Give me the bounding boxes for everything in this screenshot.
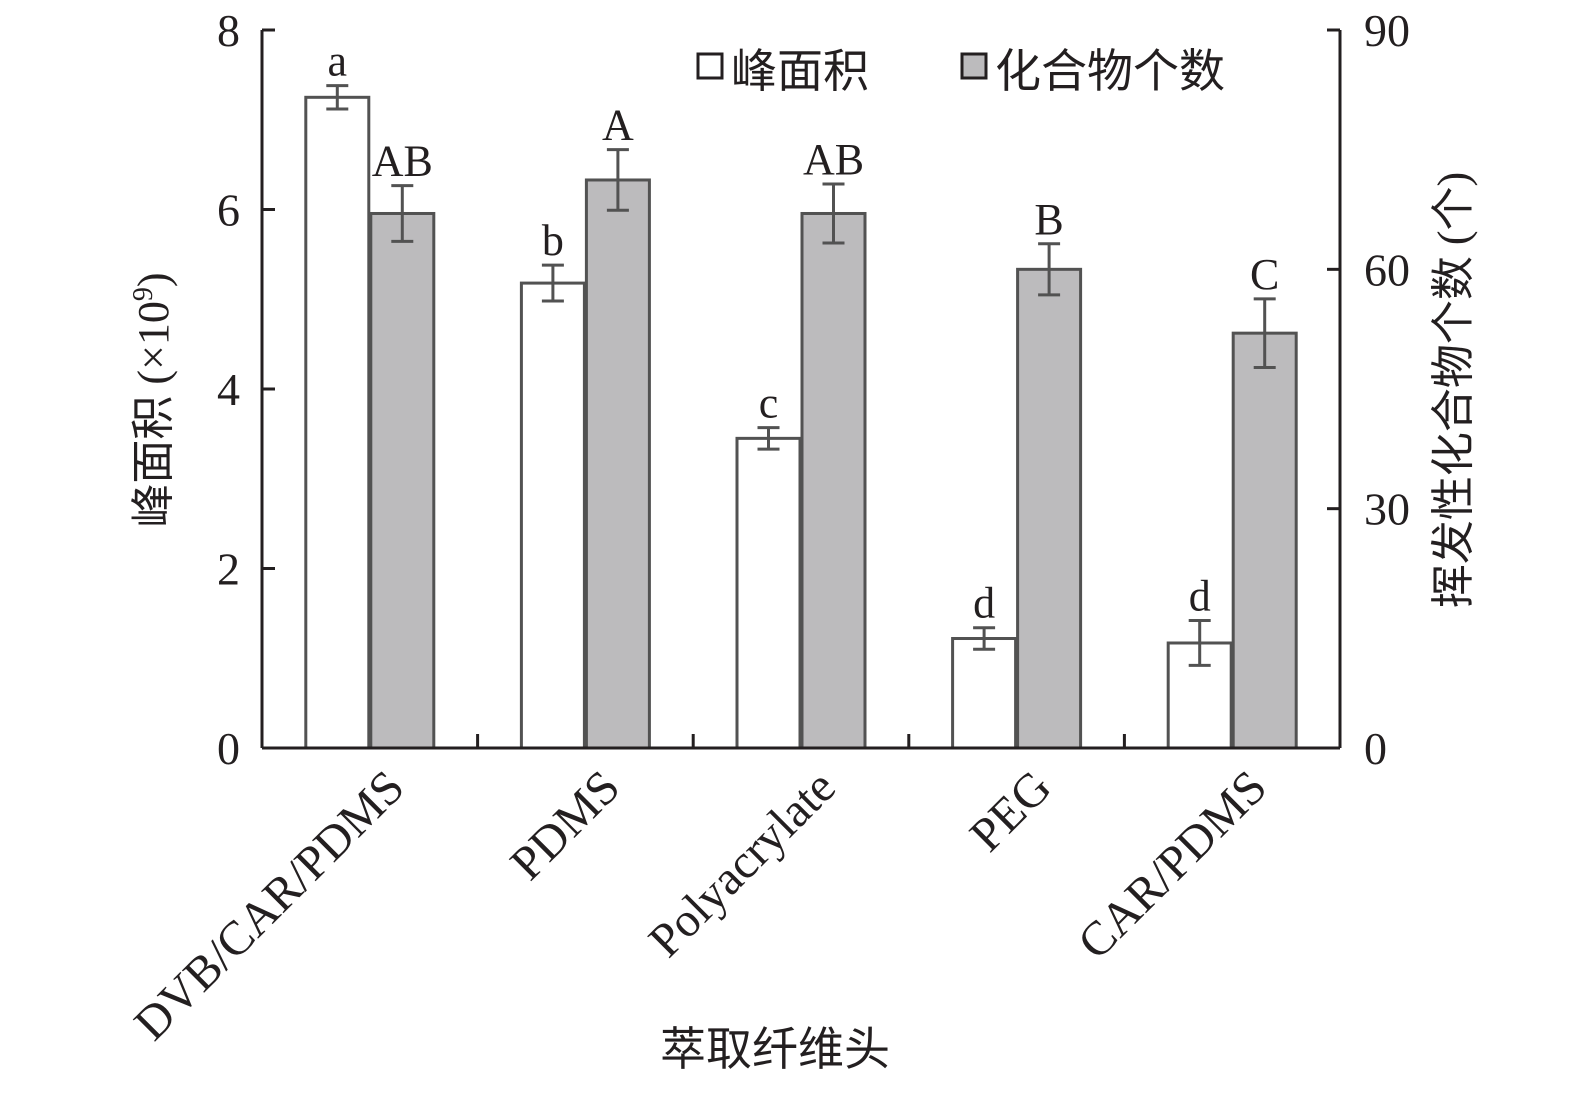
letter-peak-area-dvb-car-pdms: a: [328, 37, 348, 86]
bar-compound-count-polyacrylate: [800, 211, 867, 750]
bar-peak-area-dvb-car-pdms: [304, 95, 371, 750]
legend-label-compound-count: 化合物个数: [995, 46, 1225, 97]
x-axis-title: 萃取纤维头: [660, 1024, 890, 1075]
bar-peak-area-pdms: [519, 281, 586, 750]
x-tick-label-pdms: PDMS: [500, 760, 630, 890]
letter-peak-area-peg: d: [973, 579, 995, 628]
legend-swatch-peak-area: [696, 52, 724, 80]
y-right-tick-label-30: 30: [1364, 484, 1410, 535]
x-tick-label-car-pdms: CAR/PDMS: [1068, 760, 1277, 969]
y-right-tick-label-0: 0: [1364, 723, 1387, 774]
x-tick-label-dvb-car-pdms: DVB/CAR/PDMS: [124, 760, 414, 1050]
y-left-tick-label-4: 4: [217, 364, 240, 415]
y-left-tick-label-2: 2: [217, 544, 240, 595]
letter-compound-count-peg: B: [1034, 195, 1063, 244]
letter-compound-count-pdms: A: [602, 101, 634, 150]
bar-compound-count-car-pdms: [1231, 331, 1298, 750]
y-left-tick-label-6: 6: [217, 185, 240, 236]
bar-peak-area-peg: [951, 637, 1018, 750]
y-axis-right-title: 挥发性化合物个数 (个): [1429, 172, 1478, 608]
axes-layer: [260, 28, 1342, 750]
letter-compound-count-polyacrylate: AB: [803, 135, 864, 184]
y-left-tick-label-0: 0: [217, 723, 240, 774]
letter-compound-count-car-pdms: C: [1250, 250, 1279, 299]
legend-label-peak-area: 峰面积: [731, 46, 869, 97]
y-axis-left-title: 峰面积 (×109): [128, 272, 178, 527]
y-axis-left-title-exponent: 9: [128, 287, 159, 301]
letter-peak-area-car-pdms: d: [1189, 572, 1211, 621]
y-axis-left-title-close: ): [129, 272, 178, 287]
letter-peak-area-pdms: b: [542, 216, 564, 265]
bar-compound-count-dvb-car-pdms: [369, 211, 436, 750]
letter-peak-area-polyacrylate: c: [759, 379, 779, 428]
bar-compound-count-peg: [1016, 267, 1083, 750]
y-axis-left-title-main: 峰面积 (×10: [129, 301, 178, 527]
bar-compound-count-pdms: [584, 178, 651, 750]
y-left-tick-label-8: 8: [217, 5, 240, 56]
bars-layer: [304, 84, 1298, 750]
bar-peak-area-polyacrylate: [735, 436, 802, 750]
legend: 峰面积 化合物个数: [696, 46, 1225, 97]
x-tick-label-peg: PEG: [960, 760, 1062, 862]
x-tick-label-polyacrylate: Polyacrylate: [639, 760, 846, 967]
letter-compound-count-dvb-car-pdms: AB: [372, 137, 433, 186]
y-right-tick-label-60: 60: [1364, 244, 1410, 295]
legend-swatch-compound-count: [960, 52, 988, 80]
y-right-tick-label-90: 90: [1364, 5, 1410, 56]
